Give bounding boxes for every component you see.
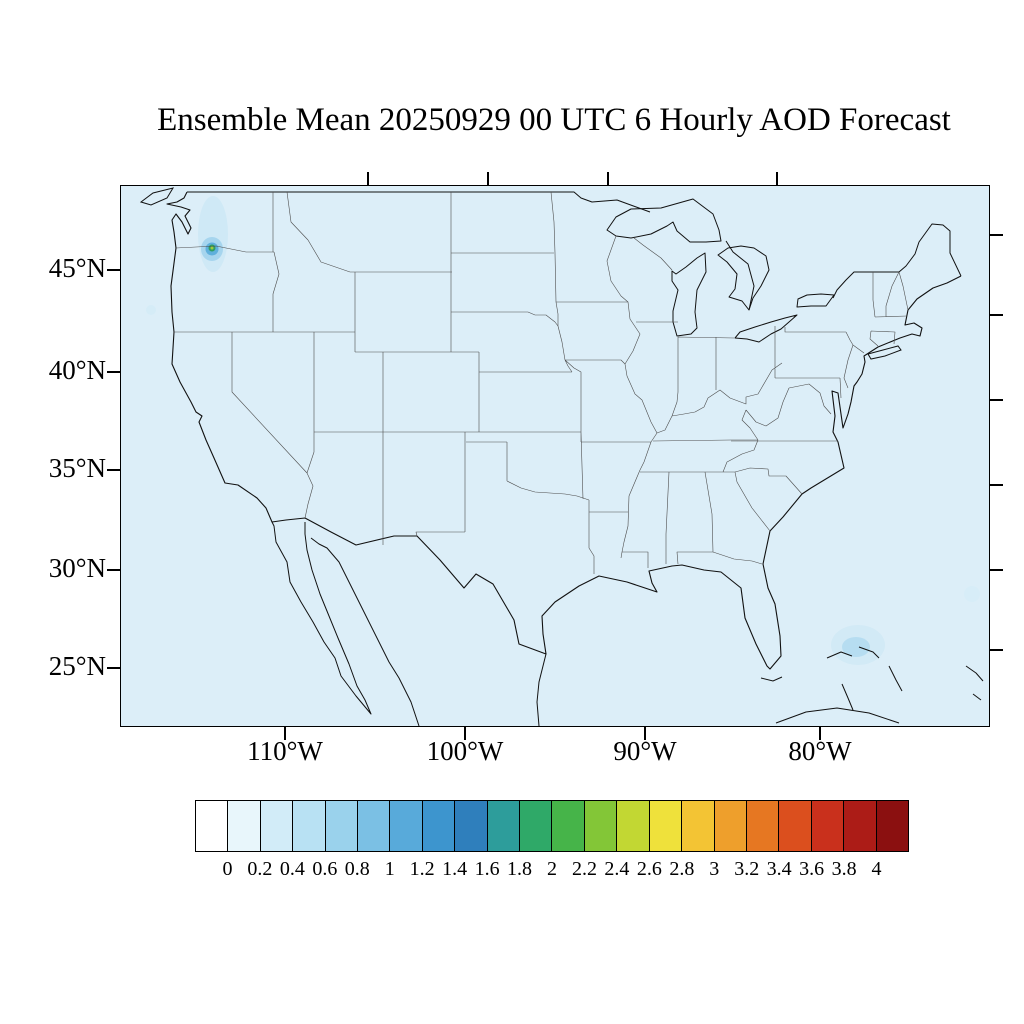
colorbar (195, 800, 909, 852)
colorbar-box (358, 801, 391, 851)
colorbar-box (746, 801, 780, 851)
colorbar-tick-label: 2.8 (669, 858, 695, 880)
aod-spot-east-edge (964, 586, 980, 602)
mexico-coastlines (271, 521, 547, 726)
axis-tick (776, 172, 778, 185)
colorbar-tick-label: 0.2 (247, 858, 273, 880)
colorbar-tick-label: 1.4 (442, 858, 468, 880)
great-lakes (606, 198, 835, 343)
colorbar-tick-label: 1.6 (474, 858, 500, 880)
aod-spot-oregon-coast (146, 305, 156, 315)
colorbar-box (779, 801, 812, 851)
colorbar-tick-label: 0.4 (279, 858, 305, 880)
colorbar-tick-label: 0 (222, 858, 233, 880)
colorbar-tick-label: 2 (547, 858, 557, 880)
colorbar-box (422, 801, 456, 851)
canada-border (187, 191, 962, 311)
colorbar-box (552, 801, 585, 851)
aod-area-bahamas-core (842, 637, 870, 657)
aod-shading (146, 196, 980, 665)
colorbar-box (196, 801, 229, 851)
colorbar-tick-label: 1.2 (409, 858, 435, 880)
colorbar-box (455, 801, 488, 851)
lon-tick-label: 80°W (788, 736, 852, 766)
lon-tick-label: 110°W (247, 736, 323, 766)
colorbar-tick-label: 0.6 (312, 858, 338, 880)
axis-tick (107, 667, 120, 669)
long-island (867, 345, 902, 360)
colorbar-tick-label: 2.2 (571, 858, 597, 880)
colorbar-box (876, 801, 908, 851)
aod-plume-washington-peak (210, 246, 214, 250)
lon-tick-label: 100°W (426, 736, 504, 766)
axis-tick (107, 469, 120, 471)
colorbar-box (325, 801, 359, 851)
colorbar-tick-label: 1 (384, 858, 395, 880)
us-map (139, 187, 984, 726)
colorbar-box (682, 801, 715, 851)
lon-tick-label: 90°W (613, 736, 677, 766)
colorbar-box (293, 801, 326, 851)
colorbar-box (617, 801, 650, 851)
axis-tick (367, 172, 369, 185)
axis-tick (989, 234, 1003, 236)
cuba-bahamas-coastlines (775, 646, 984, 724)
axis-tick (107, 569, 120, 571)
colorbar-box (260, 801, 294, 851)
axis-tick (487, 172, 489, 185)
colorbar-tick-label: 3.6 (799, 858, 825, 880)
axis-tick (644, 726, 646, 740)
colorbar-box (844, 801, 877, 851)
colorbar-tick-label: 3.2 (734, 858, 760, 880)
colorbar-tick-label: 3.4 (766, 858, 792, 880)
colorbar-box (714, 801, 747, 851)
colorbar-box (520, 801, 553, 851)
colorbar-box (811, 801, 845, 851)
vancouver-island (139, 187, 175, 206)
axis-tick (989, 399, 1003, 401)
axis-tick (989, 484, 1003, 486)
axis-tick (284, 726, 286, 740)
axis-tick (989, 569, 1003, 571)
colorbar-box (390, 801, 423, 851)
axis-tick (819, 726, 821, 740)
figure-title: Ensemble Mean 20250929 00 UTC 6 Hourly A… (157, 102, 951, 138)
colorbar-box (228, 801, 261, 851)
colorbar-tick-label: 2.6 (636, 858, 662, 880)
colorbar-tick-label: 3.8 (831, 858, 857, 880)
lat-tick-label: 40°N (48, 355, 106, 385)
colorbar-tick-label: 2.4 (604, 858, 630, 880)
axis-tick (607, 172, 609, 185)
map-panel (120, 185, 990, 727)
colorbar-box (649, 801, 683, 851)
colorbar-tick-label: 0.8 (344, 858, 370, 880)
colorbar-box (584, 801, 618, 851)
axis-tick (464, 726, 466, 740)
lat-tick-label: 45°N (48, 253, 106, 283)
axis-tick (989, 314, 1003, 316)
axis-tick (107, 371, 120, 373)
axis-tick (107, 269, 120, 271)
state-borders (174, 191, 909, 574)
colorbar-tick-label: 4 (871, 858, 882, 880)
axis-tick (989, 649, 1003, 651)
lat-tick-label: 25°N (48, 651, 106, 681)
lat-tick-label: 30°N (48, 553, 106, 583)
colorbar-tick-label: 3 (709, 858, 720, 880)
colorbar-box (487, 801, 521, 851)
florida-keys (760, 676, 783, 682)
us-coastline (166, 191, 962, 670)
colorbar-tick-label: 1.8 (507, 858, 533, 880)
lat-tick-label: 35°N (48, 453, 106, 483)
